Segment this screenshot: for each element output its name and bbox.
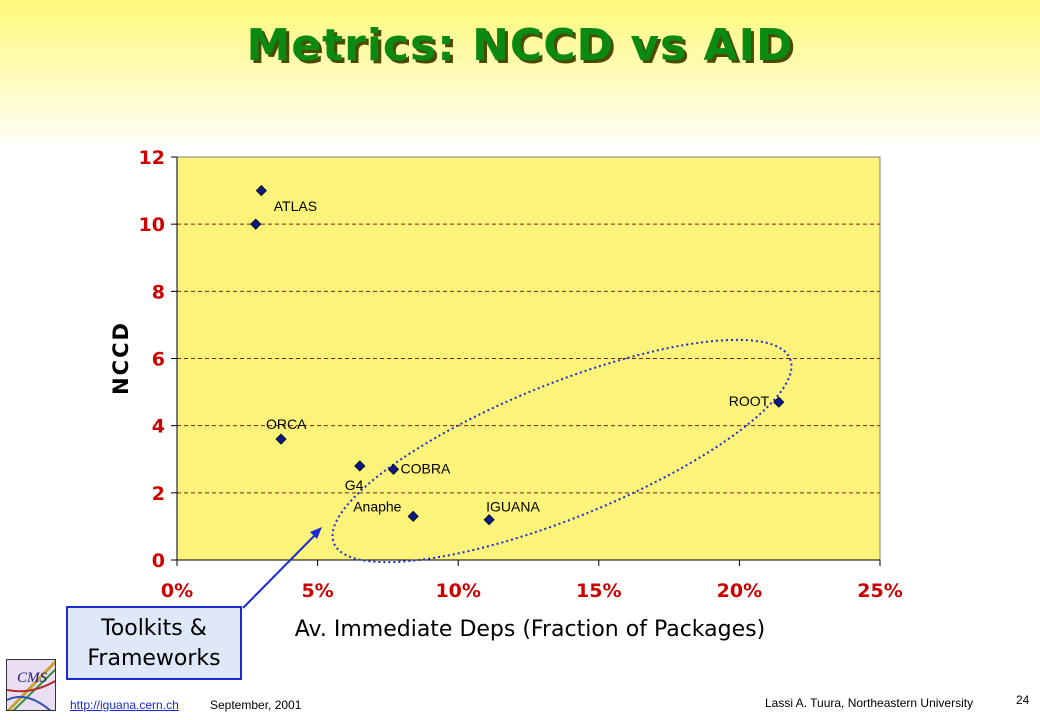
cms-logo-text: CMS [17, 670, 48, 686]
data-point [483, 514, 495, 526]
page-number: 24 [1016, 693, 1030, 707]
arrow-icon [242, 531, 319, 609]
y-tick-label: 4 [152, 416, 165, 438]
slide-title: Metrics: NCCD vs AID [246, 20, 794, 71]
x-tick-label: 10% [435, 580, 480, 602]
data-label: IGUANA [486, 499, 540, 515]
footer-author: Lassi A. Tuura, Northeastern University [765, 696, 974, 710]
data-point [250, 218, 262, 230]
arrowhead-icon [310, 527, 322, 539]
data-point [275, 433, 287, 445]
x-tick-label: 25% [857, 580, 902, 602]
y-tick-label: 8 [152, 281, 165, 303]
data-label: Anaphe [353, 498, 401, 514]
x-tick-label: 0% [161, 580, 193, 602]
toolkits-frameworks-ellipse [331, 338, 793, 564]
cms-logo-icon: CMS [6, 659, 56, 711]
callout-line-1: Toolkits & [101, 616, 207, 641]
data-point [354, 460, 366, 472]
data-label: ATLAS [274, 198, 317, 214]
data-label: ROOT [729, 393, 770, 409]
x-axis-label: Av. Immediate Deps (Fraction of Packages… [295, 617, 765, 642]
data-label: COBRA [401, 460, 451, 476]
data-label: ORCA [266, 416, 307, 432]
y-tick-label: 10 [139, 214, 165, 236]
y-tick-label: 12 [139, 147, 165, 169]
callout-line-2: Frameworks [87, 646, 221, 671]
y-tick-label: 2 [152, 483, 165, 505]
x-tick-label: 15% [576, 580, 621, 602]
x-tick-label: 20% [717, 580, 762, 602]
data-point [387, 463, 400, 475]
data-point [773, 396, 785, 408]
x-tick-label: 5% [301, 580, 333, 602]
footer-link[interactable]: http://iguana.cern.ch [70, 698, 179, 712]
y-axis-label: NCCD [109, 321, 133, 395]
data-point [255, 185, 267, 197]
footer-date: September, 2001 [210, 698, 302, 712]
cms-logo-graphic: CMS [7, 660, 55, 710]
data-label: G4 [345, 477, 364, 493]
data-point [407, 510, 419, 522]
y-tick-label: 0 [152, 550, 165, 572]
toolkits-frameworks-callout: Toolkits & Frameworks [66, 606, 242, 680]
y-tick-label: 6 [152, 349, 165, 371]
